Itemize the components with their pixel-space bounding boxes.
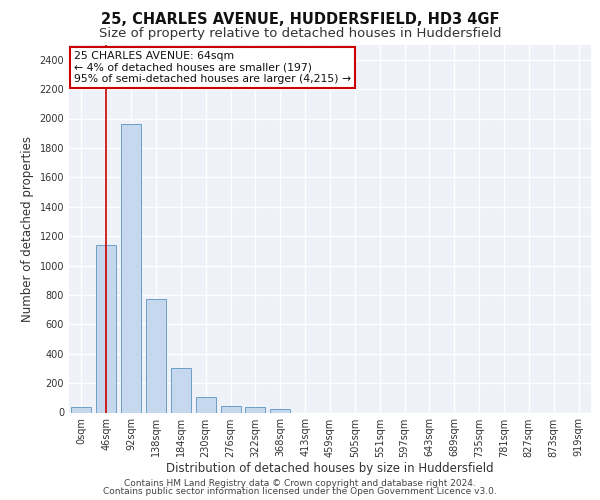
Bar [196,397,215,412]
Text: Contains HM Land Registry data © Crown copyright and database right 2024.: Contains HM Land Registry data © Crown c… [124,478,476,488]
Bar [171,368,191,412]
Text: 25, CHARLES AVENUE, HUDDERSFIELD, HD3 4GF: 25, CHARLES AVENUE, HUDDERSFIELD, HD3 4G… [101,12,499,28]
Bar [97,245,116,412]
Text: Size of property relative to detached houses in Huddersfield: Size of property relative to detached ho… [99,28,501,40]
Bar [271,409,290,412]
Bar [146,300,166,412]
Bar [71,408,91,412]
Text: 25 CHARLES AVENUE: 64sqm
← 4% of detached houses are smaller (197)
95% of semi-d: 25 CHARLES AVENUE: 64sqm ← 4% of detache… [74,50,352,84]
Y-axis label: Number of detached properties: Number of detached properties [21,136,34,322]
Bar [121,124,141,412]
Text: Contains public sector information licensed under the Open Government Licence v3: Contains public sector information licen… [103,488,497,496]
Bar [221,406,241,412]
X-axis label: Distribution of detached houses by size in Huddersfield: Distribution of detached houses by size … [166,462,494,475]
Bar [245,408,265,412]
